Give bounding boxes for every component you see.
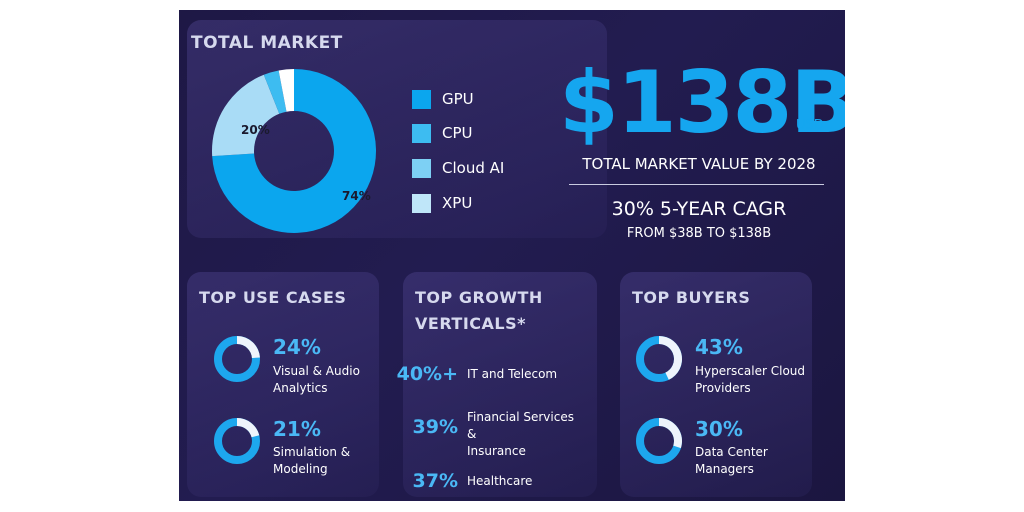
growth-desc-1: IT and Telecom [467, 366, 587, 383]
buyer-pct-1: 43% [695, 335, 743, 359]
donut-label-cpu: 20% [241, 123, 270, 137]
top-buyers-panel: TOP BUYERS 43% Hyperscaler Cloud Provide… [620, 272, 812, 497]
growth-desc-3-line1: Healthcare [467, 474, 533, 488]
legend-item-gpu: GPU [412, 86, 542, 112]
donut-slice-xpu [278, 69, 294, 112]
buyer-desc-1: Hyperscaler Cloud Providers [695, 363, 835, 397]
growth-desc-2-line2: Insurance [467, 444, 526, 458]
market-value-caption: TOTAL MARKET VALUE BY 2028 [582, 155, 816, 173]
use-case-ring-2 [214, 418, 260, 464]
infographic: TOTAL MARKET 20% 74% GPU CPU Cloud AI XP… [179, 10, 845, 501]
growth-title-line1: TOP GROWTH [415, 288, 543, 307]
cagr-text: 30% 5-YEAR CAGR [611, 198, 787, 220]
buyer-desc-2: Data Center Managers [695, 444, 835, 478]
buyer-ring-2 [636, 418, 682, 464]
use-case-ring-1 [214, 336, 260, 382]
use-case-pct-1: 24% [273, 335, 321, 359]
use-cases-title: TOP USE CASES [199, 288, 347, 307]
growth-desc-3: Healthcare [467, 473, 587, 490]
use-case-pct-2: 21% [273, 417, 321, 441]
growth-pct-1: 40%+ [396, 363, 458, 385]
buyer-desc-2-line2: Managers [695, 462, 754, 476]
buyers-title: TOP BUYERS [632, 288, 751, 307]
legend-label-cloud-ai: Cloud AI [442, 159, 505, 177]
buyer-ring-1 [636, 336, 682, 382]
buyer-desc-1-line2: Providers [695, 381, 751, 395]
cagr-subtext: FROM $38B TO $138B [626, 226, 772, 241]
growth-verticals-panel: TOP GROWTH VERTICALS* 40%+ IT and Teleco… [397, 272, 597, 497]
donut-label-gpu: 74% [342, 189, 371, 203]
growth-desc-1-line1: IT and Telecom [467, 367, 558, 381]
buyer-desc-2-line1: Data Center [695, 445, 768, 459]
legend-item-cpu: CPU [412, 120, 542, 146]
legend-item-cloud-ai: Cloud AI [412, 155, 542, 181]
growth-desc-2-line1: Financial Services & [467, 410, 574, 441]
donut-slice-cloud-ai [263, 70, 287, 114]
legend-label-gpu: GPU [442, 90, 474, 108]
buyer-desc-1-line1: Hyperscaler Cloud [695, 364, 806, 378]
market-value: $138B [559, 53, 845, 153]
donut-slice-gpu [212, 69, 376, 233]
legend-label-xpu: XPU [442, 194, 473, 212]
use-cases-panel: TOP USE CASES 24% Visual & Audio Analyti… [187, 272, 379, 497]
use-case-desc-2-line2: Modeling [273, 462, 328, 476]
ring-segment [237, 418, 260, 438]
total-market-title: TOTAL MARKET [191, 33, 343, 53]
legend-swatch-cloud-ai [412, 159, 431, 178]
divider [569, 184, 824, 185]
use-case-desc-1-line2: Analytics [273, 381, 328, 395]
legend-swatch-xpu [412, 194, 431, 213]
growth-desc-2: Financial Services & Insurance [467, 409, 587, 460]
ring-segment [237, 336, 260, 359]
growth-pct-2: 39% [412, 416, 458, 438]
ring-segment [659, 336, 682, 380]
use-case-desc-2: Simulation & Modeling [273, 444, 413, 478]
growth-pct-3: 37% [412, 470, 458, 492]
donut-slice-cpu [212, 74, 280, 157]
growth-title-line2: VERTICALS* [415, 314, 526, 333]
use-case-desc-1-line1: Visual & Audio [273, 364, 360, 378]
buyer-pct-2: 30% [695, 417, 743, 441]
total-market-donut: 20% 74% [212, 69, 376, 233]
use-case-desc-2-line1: Simulation & [273, 445, 351, 459]
legend-swatch-gpu [412, 90, 431, 109]
legend-item-xpu: XPU [412, 190, 542, 216]
ring-segment [659, 418, 682, 449]
market-value-unit: USD [796, 118, 824, 133]
legend-label-cpu: CPU [442, 124, 473, 142]
use-case-desc-1: Visual & Audio Analytics [273, 363, 413, 397]
legend-swatch-cpu [412, 124, 431, 143]
growth-title: TOP GROWTH VERTICALS* [415, 285, 543, 337]
